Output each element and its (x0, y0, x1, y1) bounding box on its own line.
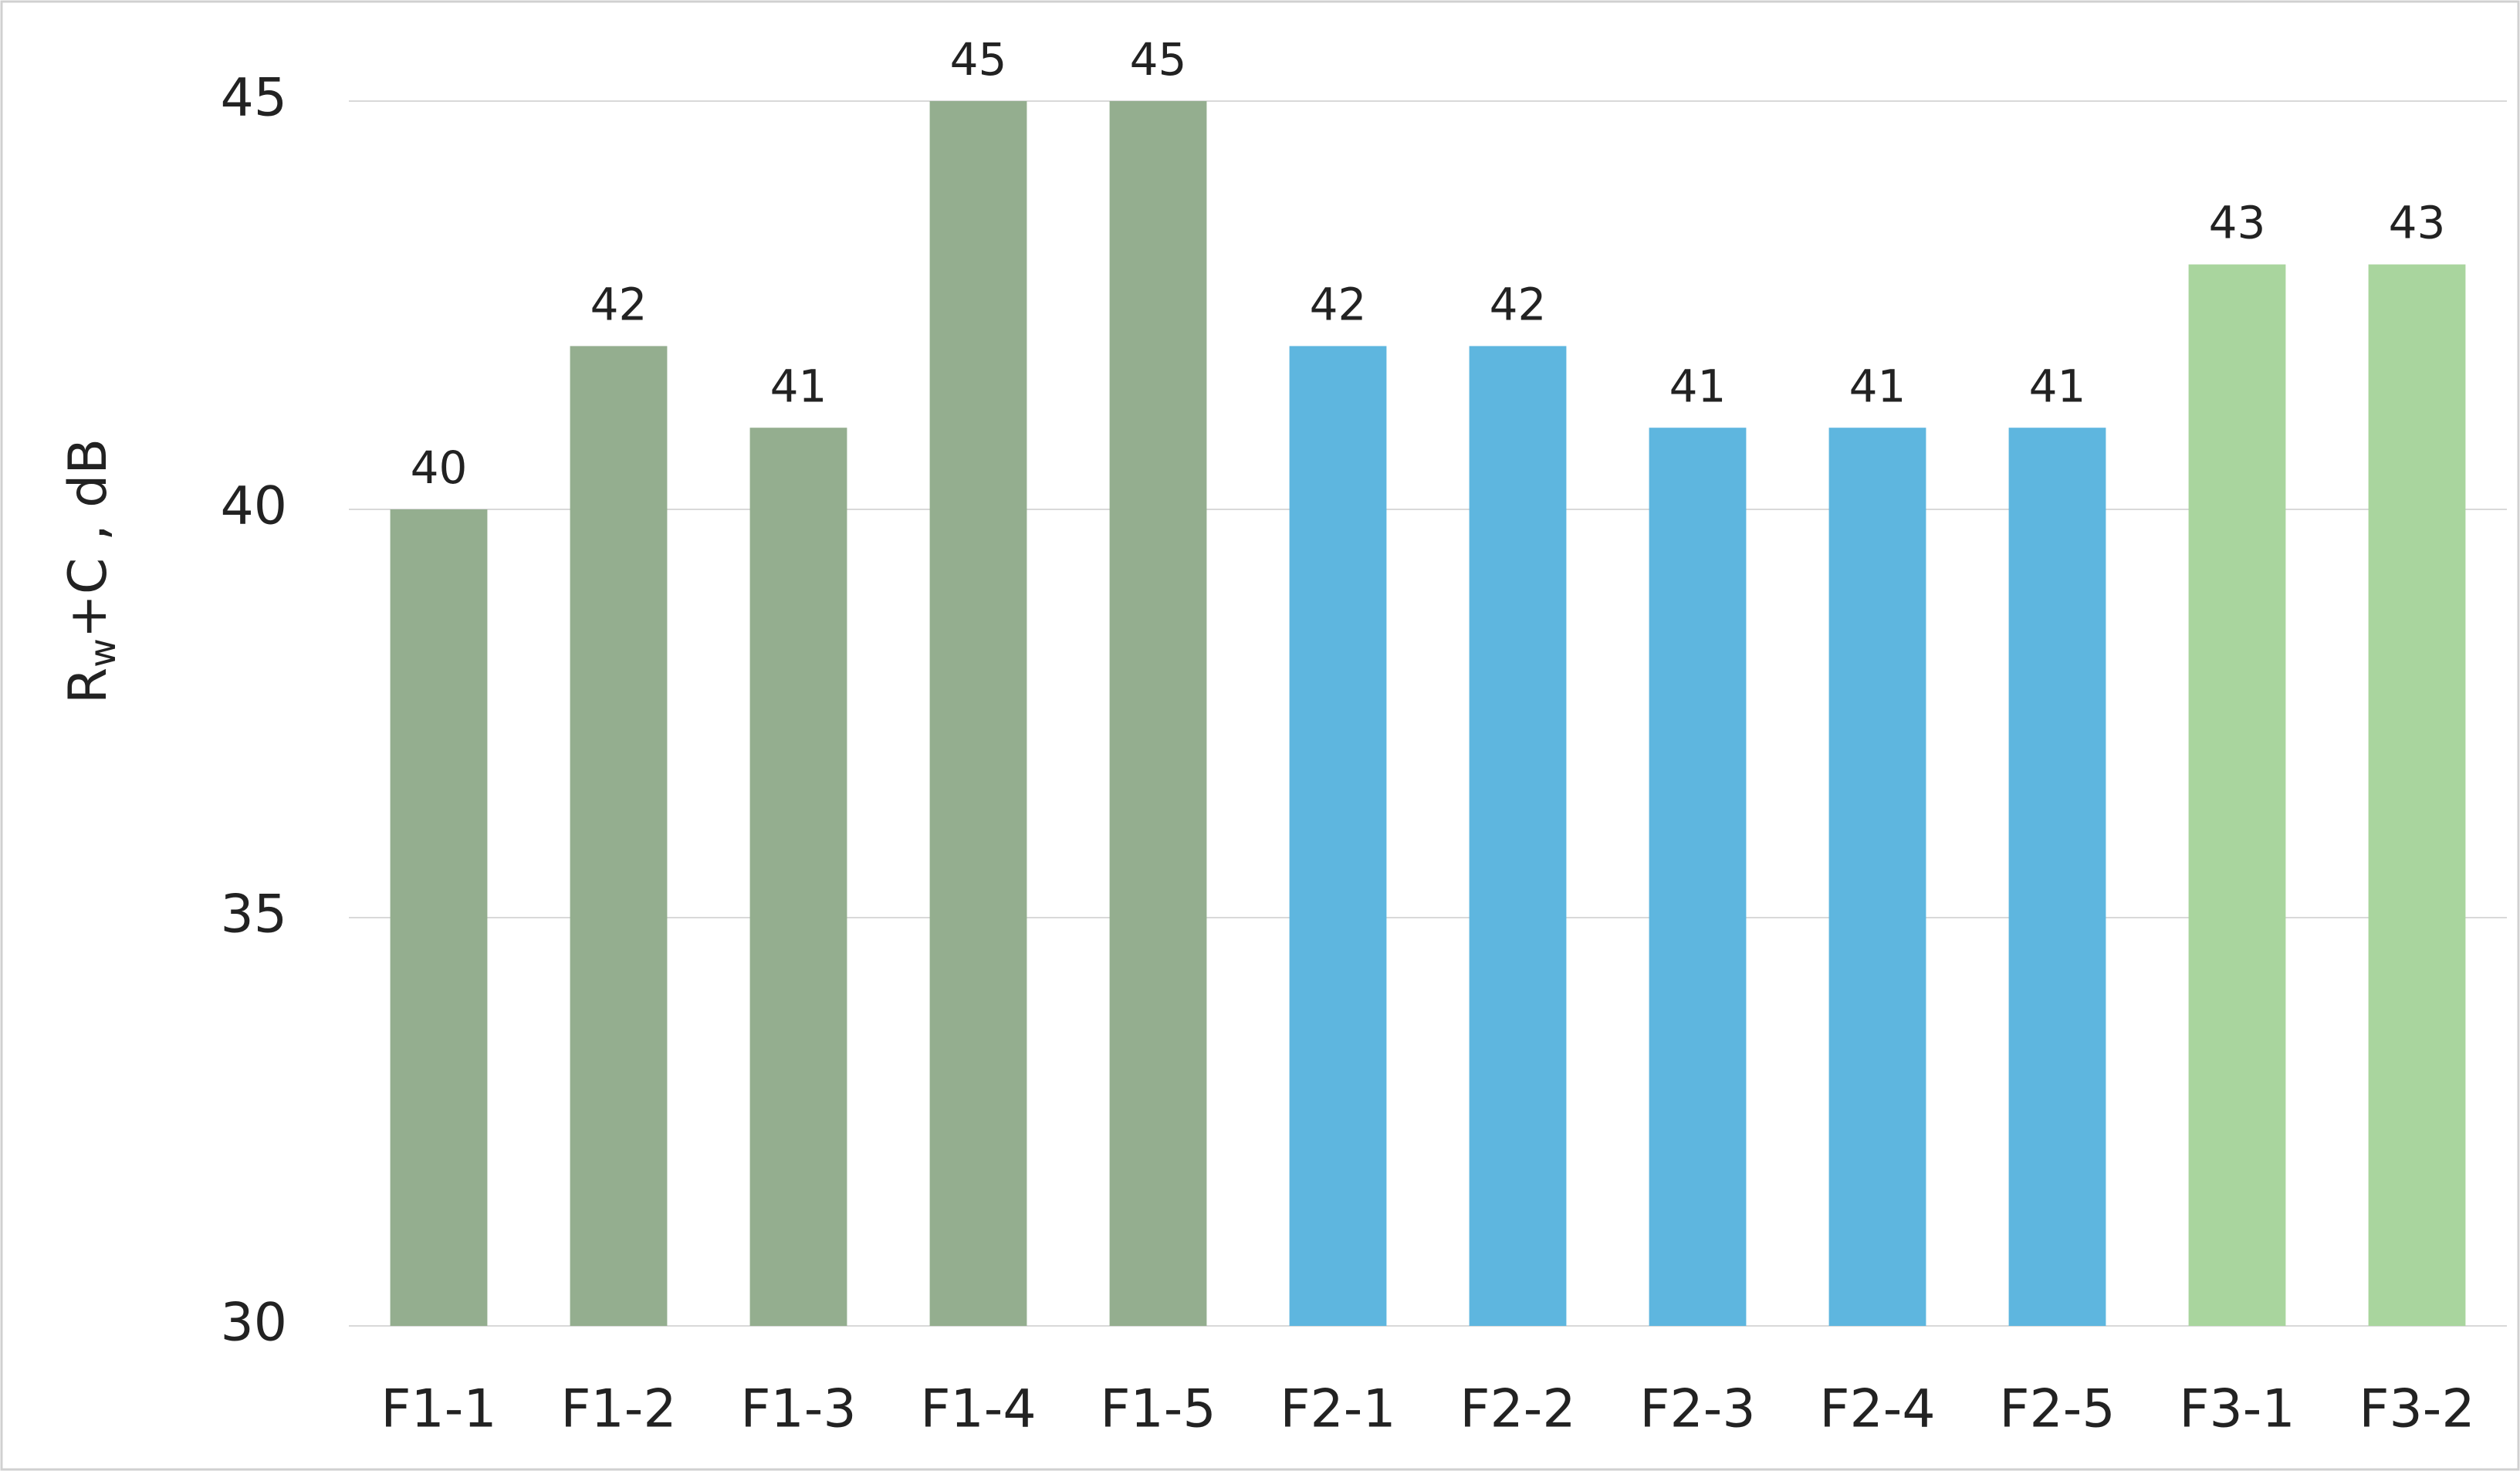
bar (2368, 264, 2466, 1327)
x-tick-label: F3-1 (2179, 1379, 2295, 1440)
x-tick-label: F1-1 (381, 1379, 496, 1440)
bar (390, 509, 488, 1326)
y-tick-label: 30 (220, 1293, 287, 1354)
x-tick-label: F2-4 (1819, 1379, 1935, 1440)
data-label: 42 (1310, 279, 1367, 331)
bar (929, 101, 1027, 1326)
y-label-sub: w (82, 638, 123, 668)
x-tick-label: F2-2 (1460, 1379, 1575, 1440)
bar (2188, 264, 2286, 1327)
bar (1828, 428, 1926, 1327)
bar (1109, 101, 1207, 1326)
x-tick-label: F1-3 (740, 1379, 856, 1440)
x-tick-label: F2-5 (1999, 1379, 2115, 1440)
x-tick-label: F1-2 (560, 1379, 676, 1440)
bar (1289, 346, 1387, 1326)
x-tick-label: F3-2 (2359, 1379, 2474, 1440)
data-label: 42 (590, 279, 648, 331)
y-tick-label: 35 (220, 884, 287, 945)
data-label: 43 (2389, 197, 2446, 249)
y-label-main: R (58, 668, 119, 704)
data-label: 40 (411, 441, 468, 494)
x-tick-label: F2-3 (1639, 1379, 1755, 1440)
bar (1649, 428, 1747, 1327)
y-tick-label: 40 (220, 476, 287, 537)
x-tick-label: F1-5 (1100, 1379, 1216, 1440)
bar (2008, 428, 2106, 1327)
x-tick-label: F2-1 (1280, 1379, 1395, 1440)
y-axis-label: Rw+C , dB (58, 438, 123, 704)
data-label: 45 (1130, 33, 1187, 86)
data-label: 41 (1669, 360, 1727, 412)
data-label: 41 (770, 360, 827, 412)
y-label-rest: +C , dB (58, 438, 119, 638)
bar (570, 346, 668, 1326)
data-label: 42 (1490, 279, 1547, 331)
bar (1469, 346, 1567, 1326)
data-label: 41 (1849, 360, 1906, 412)
bar (749, 428, 847, 1327)
data-label: 43 (2209, 197, 2266, 249)
data-label: 41 (2029, 360, 2086, 412)
y-tick-label: 45 (220, 68, 287, 129)
x-tick-label: F1-4 (920, 1379, 1036, 1440)
data-label: 45 (950, 33, 1007, 86)
